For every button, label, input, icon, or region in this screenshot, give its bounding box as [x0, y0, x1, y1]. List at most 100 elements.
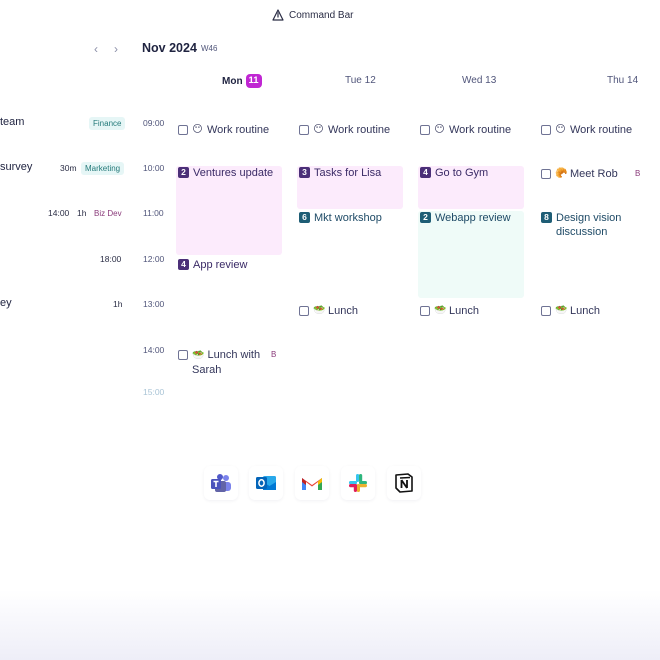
- attendee-initial: B: [271, 350, 277, 359]
- event-title: Go to Gym: [435, 167, 489, 179]
- task-count-badge: 4: [420, 167, 431, 178]
- smiley-icon: 😶: [313, 124, 324, 135]
- command-bar-button[interactable]: Command Bar: [272, 9, 353, 21]
- event-lunch-wed[interactable]: 🥗 Lunch: [420, 304, 479, 318]
- salad-icon: 🥗: [434, 305, 447, 316]
- salad-icon: 🥗: [313, 305, 326, 316]
- salad-icon: 🥗: [192, 350, 205, 361]
- outlook-icon[interactable]: [249, 466, 283, 500]
- time-label: 10:00: [143, 163, 165, 173]
- smiley-icon: 😶: [434, 124, 445, 135]
- event-title: Lunch: [328, 305, 358, 317]
- day-name: Thu 14: [607, 75, 639, 86]
- event-checkbox[interactable]: [178, 125, 188, 135]
- chevron-right-icon: ›: [114, 42, 118, 56]
- command-bar-label: Command Bar: [289, 9, 354, 21]
- month-label: Nov 2024: [142, 41, 197, 55]
- event-title: Lunch: [570, 305, 600, 317]
- event-block-ventures-update[interactable]: [176, 166, 282, 255]
- day-name: Wed 13: [462, 75, 497, 86]
- event-title: Work routine: [328, 124, 391, 136]
- event-design-vision-discussion[interactable]: 8 Design vision discussion: [541, 211, 649, 239]
- event-title: Design vision discussion: [556, 212, 622, 238]
- task-count-badge: 6: [299, 212, 310, 223]
- task-count-badge: 4: [178, 259, 189, 270]
- tag-biz-dev: Biz Dev: [94, 209, 122, 218]
- event-title: Work routine: [570, 124, 633, 136]
- notion-icon[interactable]: [387, 466, 421, 500]
- event-title: Lunch with Sarah: [192, 349, 261, 376]
- task-time: 18:00: [100, 254, 122, 264]
- smiley-icon: 😶: [555, 124, 566, 135]
- event-block-go-to-gym[interactable]: [418, 166, 524, 209]
- microsoft-teams-icon[interactable]: [204, 466, 238, 500]
- previous-week-button[interactable]: ‹: [89, 42, 103, 56]
- day-name: Mon: [222, 75, 243, 87]
- event-meet-rob[interactable]: 🥐 Meet Rob: [541, 167, 618, 181]
- event-work-routine-tue[interactable]: 😶 Work routine: [299, 123, 390, 137]
- task-count-badge: 3: [299, 167, 310, 178]
- time-label: 09:00: [143, 118, 165, 128]
- event-tasks-for-lisa[interactable]: 3 Tasks for Lisa: [299, 166, 381, 180]
- event-checkbox[interactable]: [299, 306, 309, 316]
- task-duration: 30m: [60, 163, 77, 173]
- event-checkbox[interactable]: [420, 125, 430, 135]
- slack-icon[interactable]: [341, 466, 375, 500]
- event-work-routine-thu[interactable]: 😶 Work routine: [541, 123, 632, 137]
- day-header-wed[interactable]: Wed 13: [462, 75, 496, 86]
- bottom-fade: [0, 590, 660, 660]
- event-webapp-review[interactable]: 2 Webapp review: [420, 211, 511, 225]
- day-header-mon[interactable]: Mon 11: [222, 74, 262, 88]
- event-title: Mkt workshop: [314, 212, 382, 224]
- croissant-icon: 🥐: [555, 168, 568, 179]
- command-bar-icon: [272, 9, 284, 21]
- tag-finance: Finance: [89, 117, 126, 130]
- task-count-badge: 2: [178, 167, 189, 178]
- event-go-to-gym[interactable]: 4 Go to Gym: [420, 166, 488, 180]
- task-title[interactable]: ey: [0, 297, 12, 309]
- time-label: 13:00: [143, 299, 165, 309]
- event-checkbox[interactable]: [541, 125, 551, 135]
- event-lunch-tue[interactable]: 🥗 Lunch: [299, 304, 358, 318]
- smiley-icon: 😶: [192, 124, 203, 135]
- task-title[interactable]: survey: [0, 161, 33, 173]
- attendee-initial: B: [635, 169, 641, 178]
- day-header-thu[interactable]: Thu 14: [607, 75, 638, 86]
- event-title: Ventures update: [193, 167, 274, 179]
- event-title: Tasks for Lisa: [314, 167, 382, 179]
- time-label: 11:00: [143, 208, 164, 218]
- day-header-tue[interactable]: Tue 12: [345, 75, 376, 86]
- event-title: Meet Rob: [570, 168, 618, 180]
- today-badge: 11: [245, 74, 262, 88]
- task-time: 14:00: [48, 208, 70, 218]
- event-checkbox[interactable]: [541, 169, 551, 179]
- event-block-webapp-review[interactable]: [418, 211, 524, 298]
- event-lunch-thu[interactable]: 🥗 Lunch: [541, 304, 600, 318]
- time-label: 15:00: [143, 387, 165, 397]
- event-block-tasks-for-lisa[interactable]: [297, 166, 403, 209]
- event-title: Lunch: [449, 305, 479, 317]
- week-number: W46: [201, 44, 218, 53]
- task-duration: 1h: [113, 299, 123, 309]
- event-mkt-workshop[interactable]: 6 Mkt workshop: [299, 211, 382, 225]
- event-app-review[interactable]: 4 App review: [178, 258, 247, 272]
- day-name: Tue 12: [345, 75, 376, 86]
- task-count-badge: 8: [541, 212, 552, 223]
- event-checkbox[interactable]: [541, 306, 551, 316]
- event-checkbox[interactable]: [178, 350, 188, 360]
- event-lunch-with-sarah[interactable]: 🥗 Lunch with Sarah: [178, 348, 268, 377]
- gmail-icon[interactable]: [295, 466, 329, 500]
- event-work-routine-wed[interactable]: 😶 Work routine: [420, 123, 511, 137]
- event-checkbox[interactable]: [299, 125, 309, 135]
- time-label: 14:00: [143, 345, 165, 355]
- tag-marketing: Marketing: [81, 162, 125, 175]
- next-week-button[interactable]: ›: [109, 42, 123, 56]
- task-count-badge: 2: [420, 212, 431, 223]
- event-title: Work routine: [207, 124, 270, 136]
- task-title[interactable]: team: [0, 116, 25, 128]
- task-duration: 1h: [77, 208, 87, 218]
- event-work-routine-mon[interactable]: 😶 Work routine: [178, 123, 269, 137]
- event-ventures-update[interactable]: 2 Ventures update: [178, 166, 273, 180]
- event-checkbox[interactable]: [420, 306, 430, 316]
- event-title: Webapp review: [435, 212, 511, 224]
